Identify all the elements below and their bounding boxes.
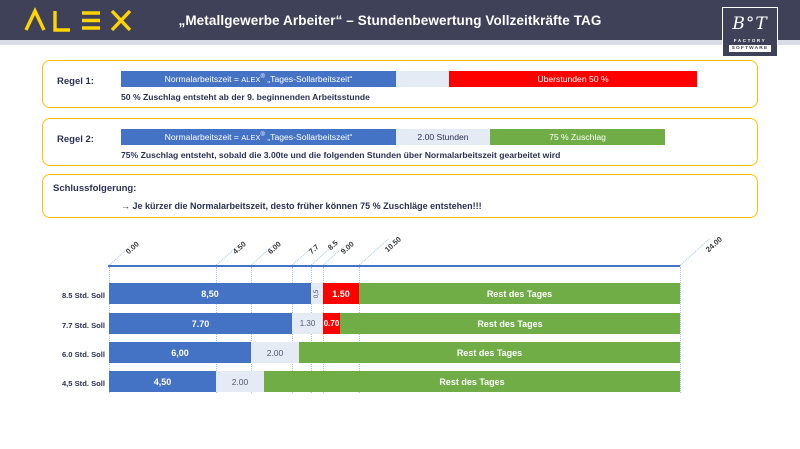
- rule-2-seg1-text: Normalarbeitszeit = ALEX® „Tages-Sollarb…: [164, 132, 353, 142]
- rule-1-segment-gap: [396, 71, 449, 87]
- axis-tick-label-7: 24.00: [703, 234, 724, 254]
- bitfactory-logo: B°T FACTORY SOFTWARE: [722, 7, 778, 57]
- rule-2-segment-normal: Normalarbeitszeit = ALEX® „Tages-Sollarb…: [121, 129, 396, 145]
- row-label-2: 6.0 Std. Soll: [61, 350, 105, 359]
- rule-box-2: Regel 2: Normalarbeitszeit = ALEX® „Tage…: [42, 118, 758, 166]
- axis-tick-label-2: 6.00: [265, 239, 283, 256]
- bar-seg-3-1: 2.00: [216, 371, 264, 392]
- alex-logo: [22, 6, 142, 34]
- gridline-7: [680, 267, 681, 393]
- row-label-1: 7.7 Std. Soll: [61, 321, 105, 330]
- bar-seg-1-2: 0.70: [323, 313, 340, 334]
- bar-seg-2-1: 2.00: [251, 342, 299, 363]
- rule-2-segment-hours: 2.00 Stunden: [396, 129, 490, 145]
- bar-seg-1-0: 7.70: [109, 313, 292, 334]
- axis-leader-6: [358, 238, 389, 266]
- bar-seg-2-2: Rest des Tages: [299, 342, 680, 363]
- axis-leader-7: [679, 238, 710, 266]
- axis-tick-label-3: 7.7: [306, 242, 321, 256]
- bar-seg-0-2: 1.50: [323, 283, 359, 304]
- bar-seg-0-3: Rest des Tages: [359, 283, 680, 304]
- bar-seg-1-1: 1.30: [292, 313, 323, 334]
- bitfactory-factory-text: FACTORY: [733, 38, 767, 43]
- rule-1-segment-normal: Normalarbeitszeit = ALEX® „Tages-Sollarb…: [121, 71, 396, 87]
- rule-1-label: Regel 1:: [57, 76, 94, 87]
- axis-tick-label-1: 4.50: [230, 239, 248, 256]
- bitfactory-software-text: SOFTWARE: [729, 45, 771, 52]
- bitfactory-mark: B°T: [732, 14, 768, 34]
- bar-seg-0-1: 0,5: [311, 283, 323, 304]
- bar-seg-1-3: Rest des Tages: [340, 313, 680, 334]
- bar-seg-2-0: 6,00: [109, 342, 251, 363]
- rule-2-label: Regel 2:: [57, 134, 94, 145]
- chart-axis-line: [108, 265, 680, 267]
- rule-1-note: 50 % Zuschlag entsteht ab der 9. beginne…: [121, 92, 370, 102]
- row-label-0: 8.5 Std. Soll: [61, 291, 105, 300]
- rule-2-segment-surcharge: 75 % Zuschlag: [490, 129, 665, 145]
- axis-tick-label-6: 10.50: [382, 234, 403, 254]
- bar-seg-0-0: 8,50: [109, 283, 311, 304]
- slide-header: „Metallgewerbe Arbeiter“ – Stundenbewert…: [0, 0, 800, 40]
- conclusion-box: Schlussfolgerung: → Je kürzer die Normal…: [42, 174, 758, 218]
- rule-box-1: Regel 1: Normalarbeitszeit = ALEX® „Tage…: [42, 60, 758, 108]
- bar-seg-3-2: Rest des Tages: [264, 371, 680, 392]
- conclusion-label: Schlussfolgerung:: [53, 183, 137, 194]
- page-title: „Metallgewerbe Arbeiter“ – Stundenbewert…: [178, 12, 602, 28]
- axis-tick-label-5: 9.00: [338, 239, 356, 256]
- axis-tick-label-0: 0.00: [123, 239, 141, 256]
- bar-seg-3-0: 4,50: [109, 371, 216, 392]
- rule-1-segment-overtime: Überstunden 50 %: [449, 71, 697, 87]
- rule-2-note: 75% Zuschlag entsteht, sobald die 3.00te…: [121, 150, 561, 160]
- row-label-3: 4,5 Std. Soll: [61, 379, 105, 388]
- axis-tick-label-4: 8.5: [325, 238, 340, 252]
- header-underline: [0, 40, 800, 45]
- conclusion-text: → Je kürzer die Normalarbeitszeit, desto…: [121, 201, 482, 211]
- rule-1-seg1-text: Normalarbeitszeit = ALEX® „Tages-Sollarb…: [164, 74, 353, 84]
